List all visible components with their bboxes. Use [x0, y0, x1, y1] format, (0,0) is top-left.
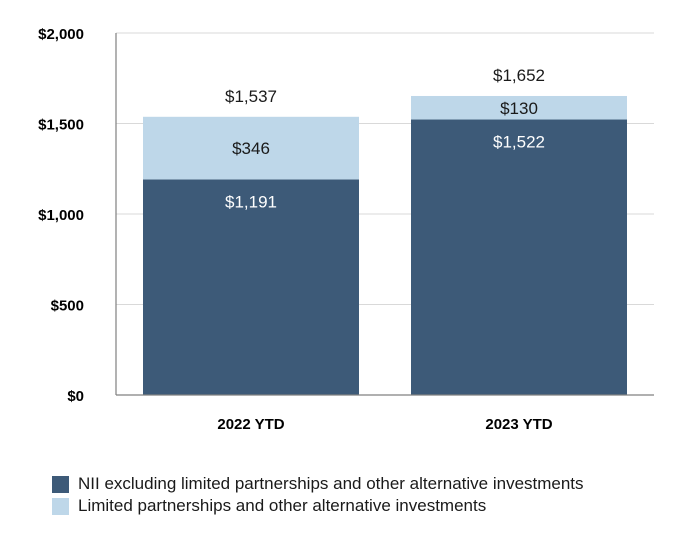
- bar-segment-label: $1,522: [493, 133, 545, 152]
- bar-segment: [411, 95, 627, 120]
- y-tick-label: $1,500: [38, 117, 84, 134]
- bar-segment: [411, 119, 627, 395]
- bar-segment-label: $346: [232, 139, 270, 158]
- legend: NII excluding limited partnerships and o…: [52, 473, 584, 517]
- legend-swatch-limited-partnerships: [52, 497, 69, 515]
- data-labels: $1,191 $346 $1,537 $1,522 $130 $1,652: [225, 66, 545, 211]
- y-tick-label: $1,000: [38, 207, 84, 224]
- x-tick-label: 2022 YTD: [217, 416, 284, 433]
- bars: [143, 95, 627, 395]
- stacked-bar-chart: $0 $500 $1,000 $1,500 $2,000 2022 YTD 2023 YTD…: [38, 26, 654, 433]
- y-tick-label: $2,000: [38, 26, 84, 43]
- bar-total-label: $1,537: [225, 87, 277, 106]
- y-tick-label: $0: [67, 388, 84, 405]
- legend-item-nii: NII excluding limited partnerships and o…: [52, 473, 584, 495]
- bar-segment-label: $130: [500, 99, 538, 118]
- legend-swatch-nii: [52, 475, 69, 493]
- legend-label-limited-partnerships: Limited partnerships and other alternati…: [78, 496, 487, 515]
- bar-total-label: $1,652: [493, 66, 545, 85]
- bar-segment-label: $1,191: [225, 192, 277, 211]
- y-tick-label: $500: [51, 298, 84, 315]
- legend-item-limited-partnerships: Limited partnerships and other alternati…: [52, 495, 584, 517]
- x-tick-label: 2023 YTD: [485, 416, 552, 433]
- bar-segment: [143, 116, 359, 180]
- bar-segment: [143, 179, 359, 395]
- axes: $0 $500 $1,000 $1,500 $2,000 2022 YTD 2023 YTD: [38, 26, 654, 433]
- legend-label-nii: NII excluding limited partnerships and o…: [78, 474, 584, 493]
